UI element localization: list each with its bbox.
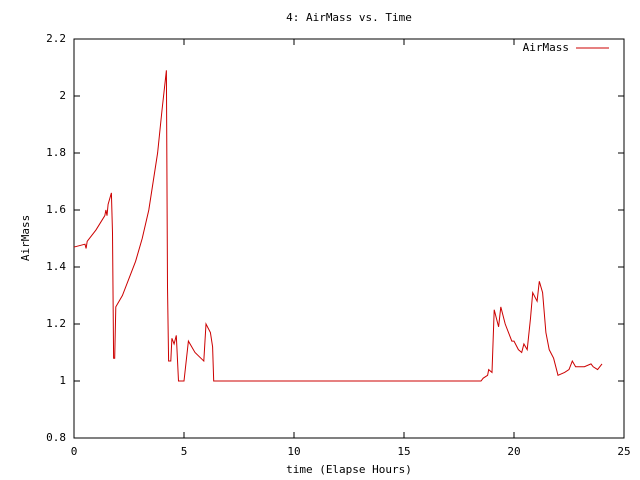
x-axis-label: time (Elapse Hours) bbox=[286, 463, 412, 476]
x-tick-label: 20 bbox=[507, 445, 520, 458]
y-tick-label: 2.2 bbox=[46, 32, 66, 45]
y-tick-label: 2 bbox=[59, 89, 66, 102]
y-axis-label: AirMass bbox=[19, 215, 32, 261]
plot-border bbox=[73, 38, 625, 439]
x-tick-label: 5 bbox=[181, 445, 188, 458]
y-tick-label: 1.4 bbox=[46, 260, 66, 273]
y-tick-label: 1.8 bbox=[46, 146, 66, 159]
y-tick-label: 1.2 bbox=[46, 317, 66, 330]
data-line bbox=[73, 70, 603, 382]
x-tick-label: 15 bbox=[397, 445, 410, 458]
y-tick-label: 1 bbox=[59, 374, 66, 387]
x-tick-label: 10 bbox=[287, 445, 300, 458]
legend-label: AirMass bbox=[523, 41, 569, 54]
chart-title: 4: AirMass vs. Time bbox=[286, 11, 412, 24]
x-tick-label: 25 bbox=[617, 445, 630, 458]
x-tick-label: 0 bbox=[71, 445, 78, 458]
y-tick-label: 0.8 bbox=[46, 431, 66, 444]
y-tick-label: 1.6 bbox=[46, 203, 66, 216]
